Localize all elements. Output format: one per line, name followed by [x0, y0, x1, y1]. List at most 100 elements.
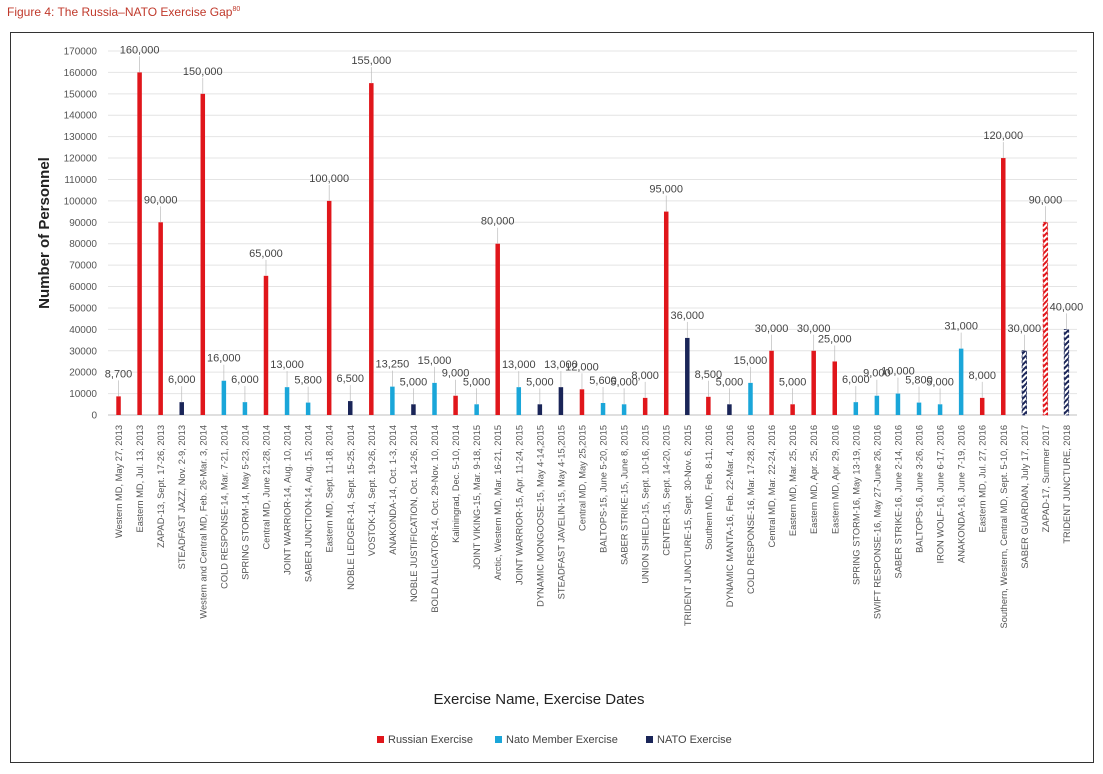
bar	[116, 396, 121, 415]
x-tick-label: NOBLE LEDGER-14, Sept. 15-25, 2014	[346, 425, 356, 590]
bar	[832, 361, 837, 415]
bar	[453, 395, 458, 415]
bar	[221, 380, 227, 415]
bar	[579, 389, 585, 415]
bar	[537, 404, 543, 415]
x-tick-label: SABER STRIKE-16, June 2-14, 2016	[893, 425, 903, 578]
data-label: 30,000	[797, 323, 831, 335]
data-label: 13,000	[544, 359, 578, 371]
bar	[137, 72, 142, 415]
x-tick-label: JOINT VIKING-15, Mar. 9-18, 2015	[472, 425, 482, 570]
x-tick-label: JOINT WARRIOR-14, Aug. 10, 2014	[283, 425, 293, 575]
legend-label: NATO Exercise	[657, 734, 732, 746]
x-tick-label: Eastern MD, Mar. 25, 2016	[788, 425, 798, 536]
bar	[811, 350, 816, 415]
legend-swatch	[646, 736, 653, 743]
bar	[621, 404, 627, 415]
data-label: 5,000	[526, 376, 554, 388]
x-tick-label: SPRING STORM-16, May 13-19, 2016	[851, 425, 861, 585]
x-tick-label: SABER STRIKE-15, June 8, 2015	[620, 425, 630, 565]
bar	[369, 83, 374, 415]
data-label: 25,000	[818, 333, 852, 345]
x-tick-label: Eastern MD, Jul. 27, 2016	[978, 425, 988, 533]
data-labels: 8,700 160,000 90,000 6,000 150,000 16,000 6,00…	[105, 44, 1084, 405]
bar	[663, 211, 669, 415]
data-label: 13,000	[270, 359, 304, 371]
bar	[1021, 350, 1027, 416]
bar	[895, 393, 901, 415]
x-tick-label: DYNAMIC MONGOOSE-15, May 4-14,2015	[535, 425, 545, 607]
bar	[284, 387, 290, 415]
bar	[495, 243, 500, 415]
x-tick-label: DYNAMIC MANTA-16, Feb. 22-Mar. 4, 2016	[725, 425, 735, 607]
data-label: 8,500	[695, 369, 723, 381]
x-tick-label: BALTOPS-16, June 3-26, 2016	[915, 425, 925, 553]
bar	[390, 386, 395, 415]
data-label: 40,000	[1050, 301, 1084, 313]
data-label: 15,000	[418, 355, 452, 367]
data-label: 5,000	[463, 376, 491, 388]
y-tick-label: 10000	[69, 389, 97, 400]
x-tick-label: ANAKONDA-16, June 7-19, 2016	[957, 425, 967, 563]
y-tick-label: 160000	[64, 68, 98, 79]
x-tick-label: TRIDENT JUNCTURE-15, Sept. 30-Nov. 6, 20…	[683, 425, 693, 626]
bar	[642, 397, 648, 415]
data-label: 5,000	[926, 376, 954, 388]
bar	[685, 337, 690, 415]
x-tick-label: Eastern MD, Apr. 25, 2016	[809, 425, 819, 534]
bar	[979, 397, 985, 415]
bar	[179, 402, 184, 415]
y-tick-label: 140000	[64, 111, 98, 122]
bar	[158, 222, 163, 415]
x-tick-label: SPRING STORM-14, May 5-23, 2014	[240, 425, 250, 580]
figure-title: Figure 4: The Russia–NATO Exercise Gap80	[7, 5, 240, 19]
x-tick-label: SABER JUNCTION-14, Aug. 15, 2014	[304, 425, 314, 582]
bar	[432, 382, 437, 415]
bar	[200, 93, 206, 415]
x-tick-label: SABER GUARDIAN, July 17, 2017	[1020, 425, 1030, 569]
data-label: 10,000	[881, 366, 915, 378]
data-label: 12,000	[565, 361, 599, 373]
x-tick-label: Eastern MD, Sept. 11-18, 2014	[325, 425, 335, 552]
y-tick-label: 130000	[64, 132, 98, 143]
bar	[348, 401, 353, 415]
x-tick-label: Eastern MD, Jul. 13, 2013	[135, 425, 145, 533]
data-label: 31,000	[944, 321, 978, 333]
x-tick-label: SWIFT RESPONSE-16, May 27-June 26, 2016	[872, 425, 882, 619]
y-axis-ticks: 0 10000 20000 30000 40000 50000 60000 70000 8000…	[64, 47, 98, 422]
bar	[727, 404, 732, 415]
legend-label: Russian Exercise	[388, 734, 473, 746]
bar	[958, 348, 964, 415]
x-tick-label: Central MD, Mar. 22-24, 2016	[767, 425, 777, 547]
data-label: 6,500	[336, 373, 364, 385]
figure-title-text: Figure 4: The Russia–NATO Exercise Gap	[7, 5, 233, 19]
x-tick-label: TRIDENT JUNCTURE, 2018	[1062, 425, 1072, 544]
bar	[305, 402, 311, 415]
data-label: 30,000	[1008, 323, 1042, 335]
data-label: 100,000	[309, 173, 349, 185]
y-tick-label: 0	[91, 411, 97, 422]
x-tick-label: Western and Central MD, Feb. 26-Mar. 3, …	[198, 425, 208, 619]
x-tick-label: IRON WOLF-16, June 6-17, 2016	[936, 425, 946, 563]
y-tick-label: 20000	[69, 368, 97, 379]
x-tick-label: STEADFAST JAZZ, Nov. 2-9, 2013	[177, 425, 187, 569]
data-label: 15,000	[734, 355, 768, 367]
data-label: 90,000	[144, 194, 178, 206]
y-axis-title: Number of Personnel	[36, 157, 53, 309]
x-tick-label: Western MD, May 27, 2013	[114, 425, 124, 538]
data-label: 5,800	[294, 375, 322, 387]
y-tick-label: 120000	[64, 154, 98, 165]
bar	[748, 382, 753, 415]
chart-frame	[10, 32, 1094, 763]
y-tick-label: 80000	[69, 239, 97, 250]
data-label: 36,000	[670, 310, 704, 322]
data-label: 5,000	[400, 376, 428, 388]
y-tick-label: 100000	[64, 196, 98, 207]
data-label: 13,000	[502, 359, 536, 371]
x-tick-label: NOBLE JUSTIFICATION, Oct. 14-26, 2014	[409, 425, 419, 602]
x-tick-label: Eastern MD, Apr. 29, 2016	[830, 425, 840, 534]
x-tick-label: Southern, Western, Central MD, Sept. 5-1…	[999, 425, 1009, 628]
data-label: 8,000	[631, 370, 659, 382]
x-tick-label: Central MD, May 25,2015	[577, 425, 587, 531]
